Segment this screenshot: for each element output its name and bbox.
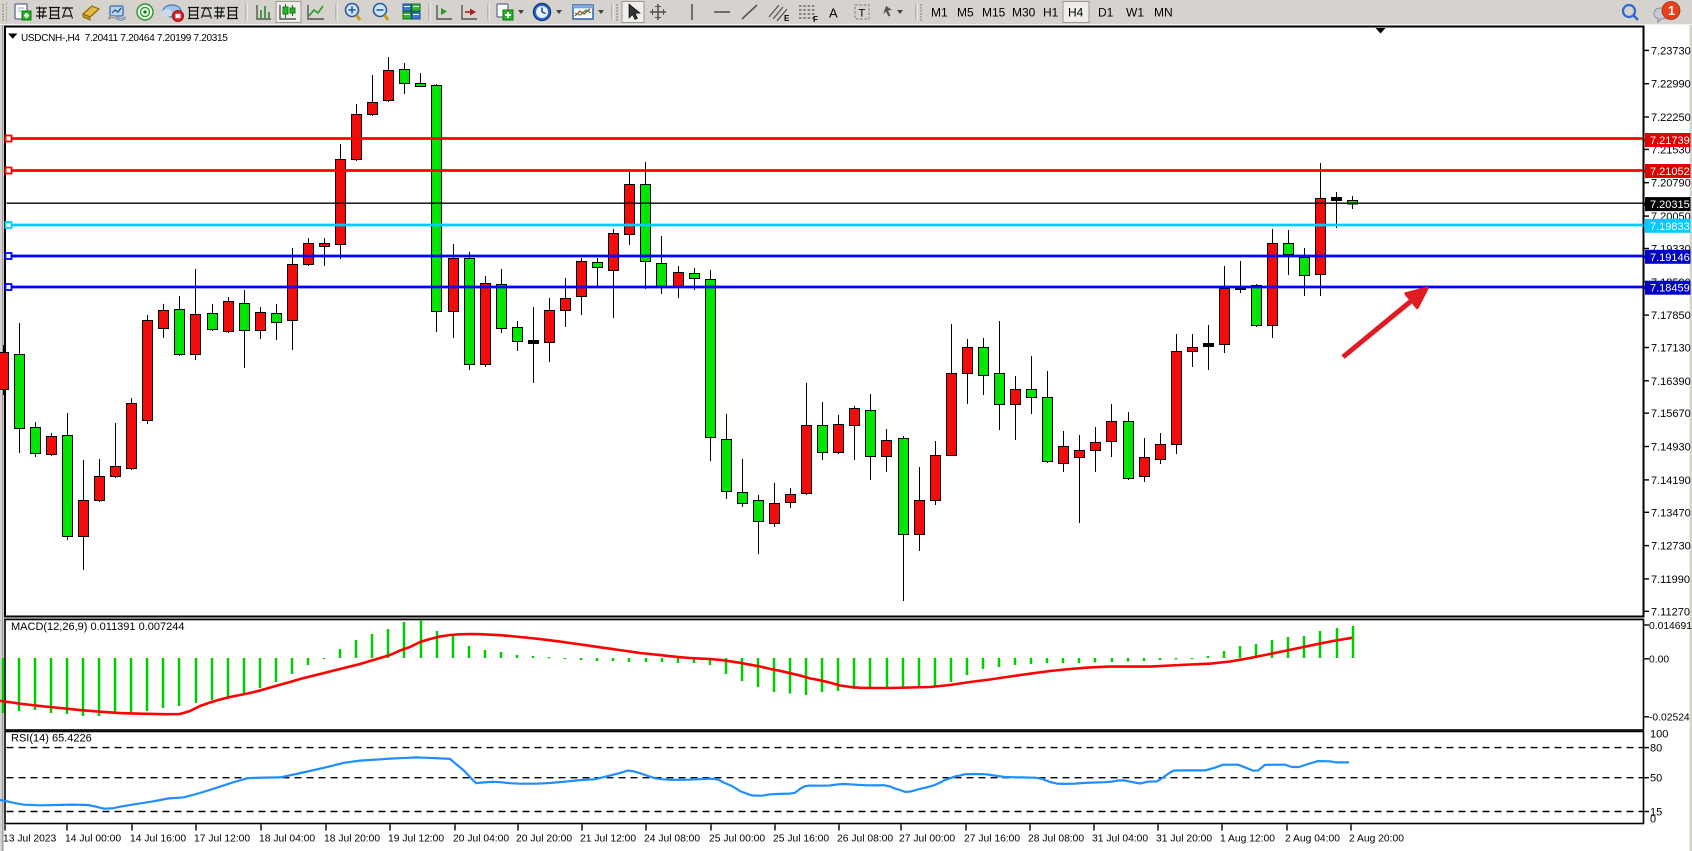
svg-text:0: 0 (1650, 814, 1656, 826)
svg-text:7.23730: 7.23730 (1651, 45, 1691, 57)
svg-text:2 Aug 20:00: 2 Aug 20:00 (1349, 834, 1404, 845)
svg-text:M15: M15 (982, 6, 1006, 20)
svg-text:14 Jul 00:00: 14 Jul 00:00 (65, 834, 121, 845)
svg-text:50: 50 (1650, 773, 1662, 785)
svg-text:7.17850: 7.17850 (1651, 310, 1691, 322)
svg-text:7.18459: 7.18459 (1650, 283, 1690, 295)
svg-text:18 Jul 20:00: 18 Jul 20:00 (324, 834, 380, 845)
svg-text:7.14190: 7.14190 (1651, 475, 1691, 487)
svg-text:7.22990: 7.22990 (1651, 79, 1691, 91)
svg-text:T: T (859, 8, 866, 20)
svg-text:0.014691: 0.014691 (1649, 621, 1692, 632)
svg-text:H1: H1 (1043, 6, 1059, 20)
svg-text:7.19833: 7.19833 (1650, 221, 1690, 233)
svg-text:31 Jul 04:00: 31 Jul 04:00 (1092, 834, 1148, 845)
svg-text:D1: D1 (1098, 6, 1114, 20)
svg-text:7.19146: 7.19146 (1650, 252, 1690, 264)
svg-text:W1: W1 (1126, 6, 1144, 20)
svg-text:20 Jul 04:00: 20 Jul 04:00 (453, 834, 509, 845)
svg-text:0.00: 0.00 (1649, 655, 1669, 666)
svg-text:7.21052: 7.21052 (1650, 166, 1690, 178)
svg-text:15: 15 (1650, 807, 1662, 819)
svg-text:25 Jul 16:00: 25 Jul 16:00 (773, 834, 829, 845)
svg-text:28 Jul 08:00: 28 Jul 08:00 (1028, 834, 1084, 845)
svg-text:MN: MN (1154, 6, 1173, 20)
svg-text:80: 80 (1650, 743, 1662, 755)
svg-text:7.12730: 7.12730 (1651, 541, 1691, 553)
svg-text:13 Jul 2023: 13 Jul 2023 (3, 834, 57, 845)
svg-text:7.21530: 7.21530 (1651, 144, 1691, 156)
svg-text:18 Jul 04:00: 18 Jul 04:00 (259, 834, 315, 845)
svg-text:-0.02524: -0.02524 (1649, 713, 1690, 724)
svg-text:USDCNH-,H4 7.20411 7.20464 7.: USDCNH-,H4 7.20411 7.20464 7.20199 7.203… (21, 33, 228, 44)
svg-text:2 Aug 04:00: 2 Aug 04:00 (1285, 834, 1340, 845)
svg-text:A: A (829, 6, 838, 21)
svg-text:20 Jul 20:00: 20 Jul 20:00 (516, 834, 572, 845)
svg-text:27 Jul 16:00: 27 Jul 16:00 (964, 834, 1020, 845)
svg-text:7.21739: 7.21739 (1650, 135, 1690, 147)
svg-text:7.20790: 7.20790 (1651, 178, 1691, 190)
svg-text:24 Jul 08:00: 24 Jul 08:00 (644, 834, 700, 845)
svg-text:7.11990: 7.11990 (1651, 574, 1690, 586)
svg-text:26 Jul 08:00: 26 Jul 08:00 (837, 834, 893, 845)
svg-text:100: 100 (1650, 729, 1668, 741)
svg-text:M5: M5 (957, 6, 974, 20)
svg-text:27 Jul 00:00: 27 Jul 00:00 (899, 834, 955, 845)
svg-text:14 Jul 16:00: 14 Jul 16:00 (130, 834, 186, 845)
svg-text:E: E (784, 14, 790, 23)
svg-text:7.22250: 7.22250 (1651, 112, 1691, 124)
svg-text:1: 1 (1668, 4, 1675, 18)
svg-text:RSI(14) 65.4226: RSI(14) 65.4226 (11, 733, 92, 745)
svg-text:7.15670: 7.15670 (1651, 408, 1691, 420)
svg-text:7.11270: 7.11270 (1651, 606, 1690, 618)
svg-text:7.20315: 7.20315 (1650, 199, 1690, 211)
svg-text:M30: M30 (1012, 6, 1036, 20)
svg-text:7.16390: 7.16390 (1651, 376, 1691, 388)
svg-text:21 Jul 12:00: 21 Jul 12:00 (580, 834, 636, 845)
svg-text:H4: H4 (1068, 6, 1084, 20)
svg-text:25 Jul 00:00: 25 Jul 00:00 (709, 834, 765, 845)
svg-text:F: F (813, 15, 818, 24)
svg-text:31 Jul 20:00: 31 Jul 20:00 (1156, 834, 1212, 845)
svg-text:19 Jul 12:00: 19 Jul 12:00 (388, 834, 444, 845)
svg-text:1 Aug 12:00: 1 Aug 12:00 (1220, 834, 1275, 845)
svg-text:17 Jul 12:00: 17 Jul 12:00 (194, 834, 250, 845)
svg-text:7.13470: 7.13470 (1651, 507, 1691, 519)
svg-text:MACD(12,26,9) 0.011391 0.00724: MACD(12,26,9) 0.011391 0.007244 (11, 621, 184, 633)
svg-text:7.17130: 7.17130 (1651, 343, 1691, 355)
svg-text:7.14930: 7.14930 (1651, 442, 1691, 454)
svg-text:M1: M1 (931, 6, 948, 20)
